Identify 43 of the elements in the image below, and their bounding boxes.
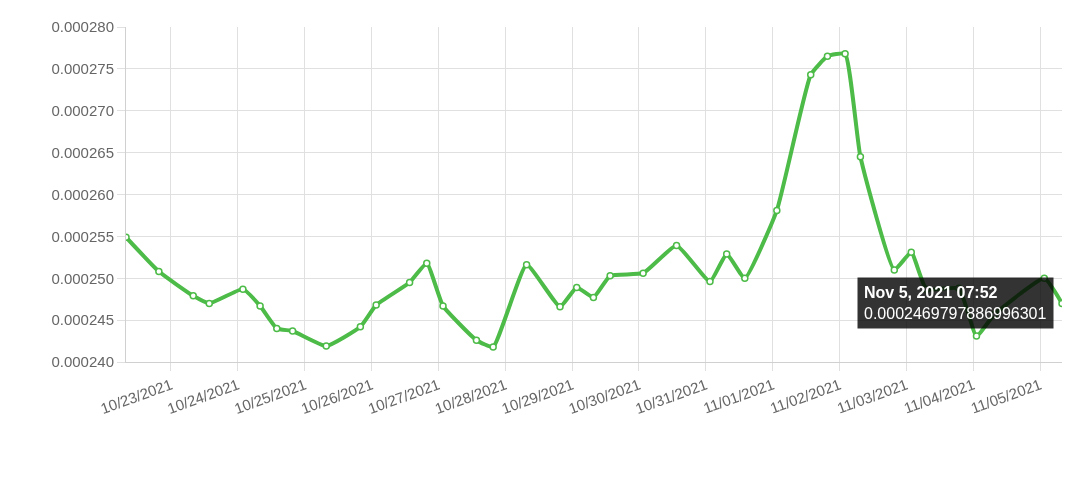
- point: [972, 332, 981, 340]
- point: [189, 292, 197, 300]
- point: [706, 277, 714, 286]
- point: [556, 302, 564, 311]
- point: [773, 206, 781, 215]
- y-tick-label: 0.000255: [51, 227, 114, 245]
- point: [439, 302, 447, 310]
- y-tick-label: 0.000245: [51, 311, 114, 329]
- point: [806, 70, 815, 79]
- annotation: Nov 5, 2021 07:52 0.0002469797886996301: [864, 284, 1047, 322]
- point: [672, 241, 681, 250]
- point: [273, 324, 281, 333]
- point: [722, 250, 731, 258]
- point: [423, 259, 431, 267]
- point: [522, 261, 531, 269]
- y-tick-label: 0.000275: [51, 60, 114, 78]
- point: [372, 301, 380, 309]
- point: [205, 299, 213, 308]
- point: [890, 266, 899, 274]
- point: [239, 285, 247, 293]
- point: [155, 267, 163, 276]
- y-tick-label: 0.000280: [51, 18, 114, 36]
- point: [356, 323, 365, 331]
- y-tick-label: 0.000260: [51, 185, 114, 203]
- point: [856, 153, 865, 161]
- point: [907, 248, 915, 257]
- point: [741, 274, 749, 282]
- point: [589, 293, 598, 302]
- point: [288, 327, 297, 335]
- y-tick-label: 0.000270: [51, 102, 114, 119]
- point: [256, 302, 264, 310]
- point: [472, 336, 481, 344]
- point: [572, 283, 581, 292]
- point: [841, 50, 849, 58]
- point: [639, 269, 647, 277]
- y-tick-label: 0.000250: [51, 269, 114, 287]
- point: [405, 278, 414, 287]
- y-tick-label: 0.000240: [51, 353, 114, 371]
- point: [489, 343, 497, 351]
- point: [823, 52, 832, 61]
- point: [606, 271, 614, 280]
- y-tick-label: 0.000265: [51, 143, 114, 161]
- point: [322, 342, 330, 350]
